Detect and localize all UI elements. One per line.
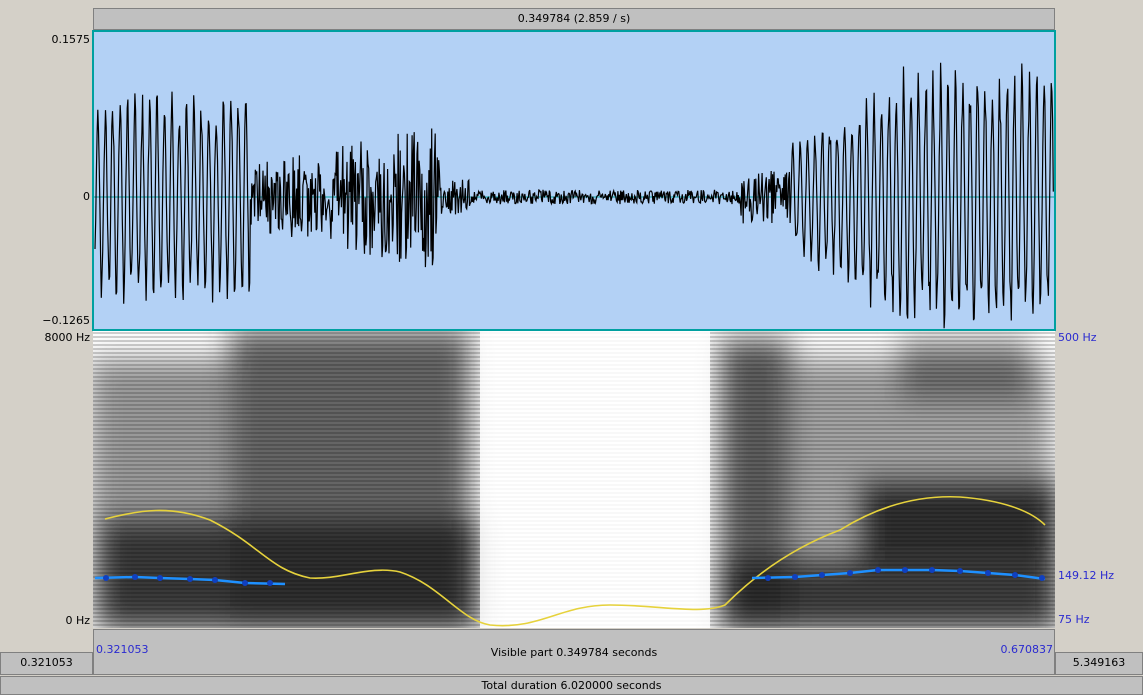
spectrum-bottom: 0 Hz [65,614,90,628]
waveform-min: −0.1265 [42,314,90,328]
before-duration: 0.321053 [0,656,93,670]
spectrum-top: 8000 Hz [44,331,90,345]
visible-part: Visible part 0.349784 seconds [93,646,1055,660]
waveform-max: 0.1575 [52,33,91,47]
total-duration: Total duration 6.020000 seconds [0,679,1143,693]
signal-panels [0,0,1143,695]
window-end: 0.670837 [1001,643,1054,657]
pitch-bottom: 75 Hz [1058,613,1090,627]
editor-window: 0.349784 (2.859 / s) 0.1575 0 −0.1265 80… [0,0,1143,695]
pitch-top: 500 Hz [1058,331,1097,345]
after-duration: 5.349163 [1055,656,1143,670]
waveform-zero: 0 [83,190,90,204]
spectrogram-energy [90,331,1060,630]
pitch-current: 149.12 Hz [1058,569,1114,583]
